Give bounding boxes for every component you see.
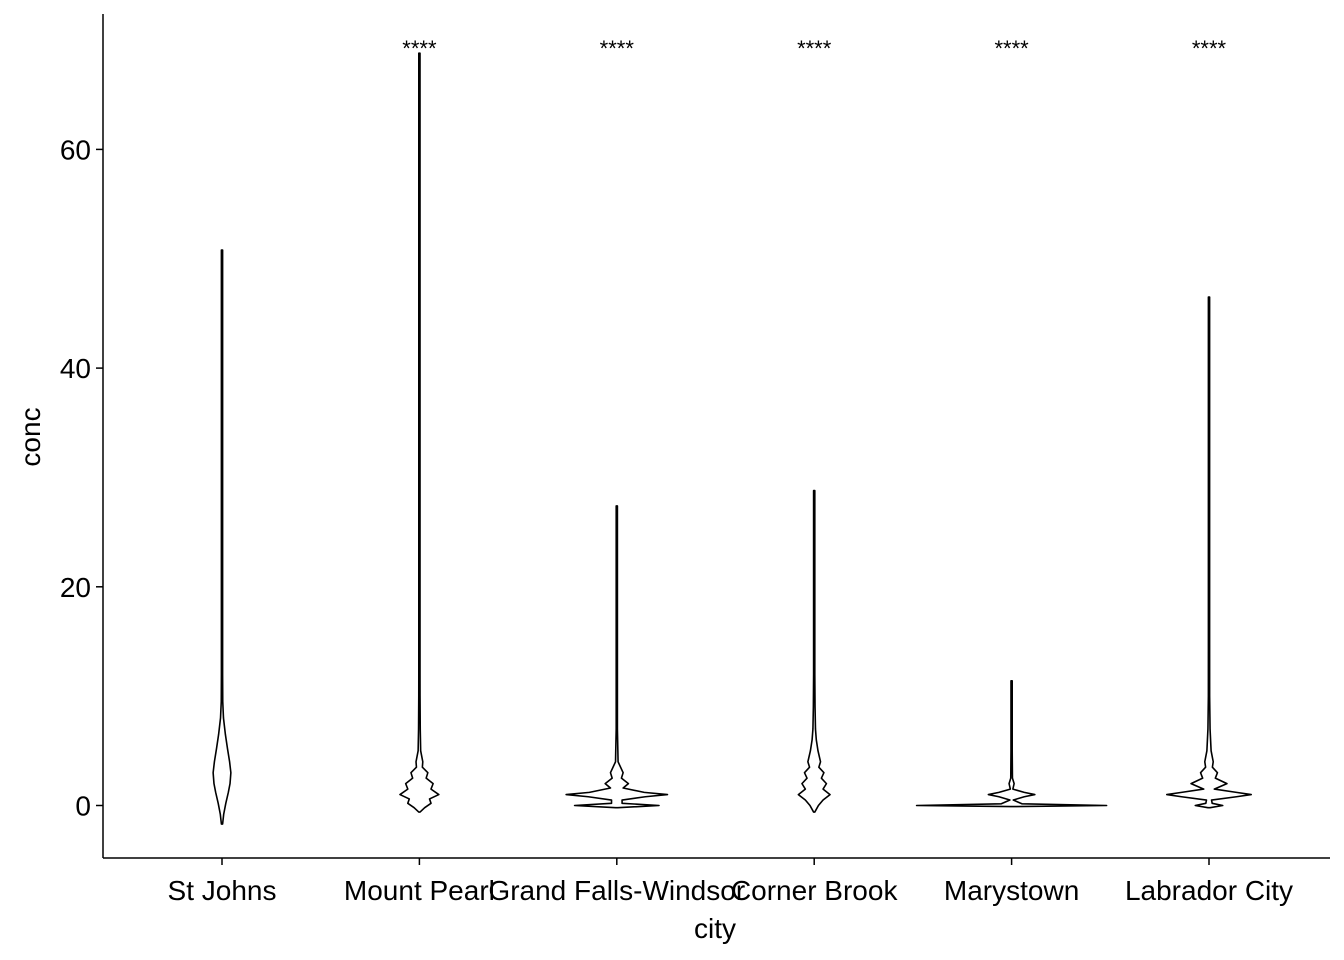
- y-tick-label: 40: [60, 353, 91, 384]
- violin-st-johns: [212, 249, 232, 825]
- significance-labels: **** **** **** **** ****: [402, 36, 1226, 61]
- significance-label: ****: [994, 36, 1029, 61]
- significance-label: ****: [600, 36, 635, 61]
- x-tick-label: Corner Brook: [731, 875, 899, 906]
- x-tick-label: Mount Pearl: [344, 875, 495, 906]
- x-tick-label: Labrador City: [1125, 875, 1293, 906]
- violin-labrador-city: [1165, 296, 1253, 809]
- violin-marystown: [915, 680, 1108, 808]
- y-tick-label: 60: [60, 134, 91, 165]
- violin-mount-pearl: [399, 52, 440, 813]
- y-axis-title: conc: [15, 407, 46, 466]
- violins: [212, 52, 1253, 825]
- violin-corner-brook: [797, 489, 831, 813]
- significance-label: ****: [402, 36, 437, 61]
- x-tick-label: Marystown: [944, 875, 1079, 906]
- y-tick-label: 20: [60, 572, 91, 603]
- x-axis-title: city: [694, 913, 736, 944]
- significance-label: ****: [1192, 36, 1227, 61]
- y-tick-label: 0: [75, 791, 91, 822]
- x-tick-label: Grand Falls-Windsor: [488, 875, 745, 906]
- significance-label: ****: [797, 36, 832, 61]
- x-tick-label: St Johns: [168, 875, 277, 906]
- violin-grand-falls-windsor: [565, 505, 669, 809]
